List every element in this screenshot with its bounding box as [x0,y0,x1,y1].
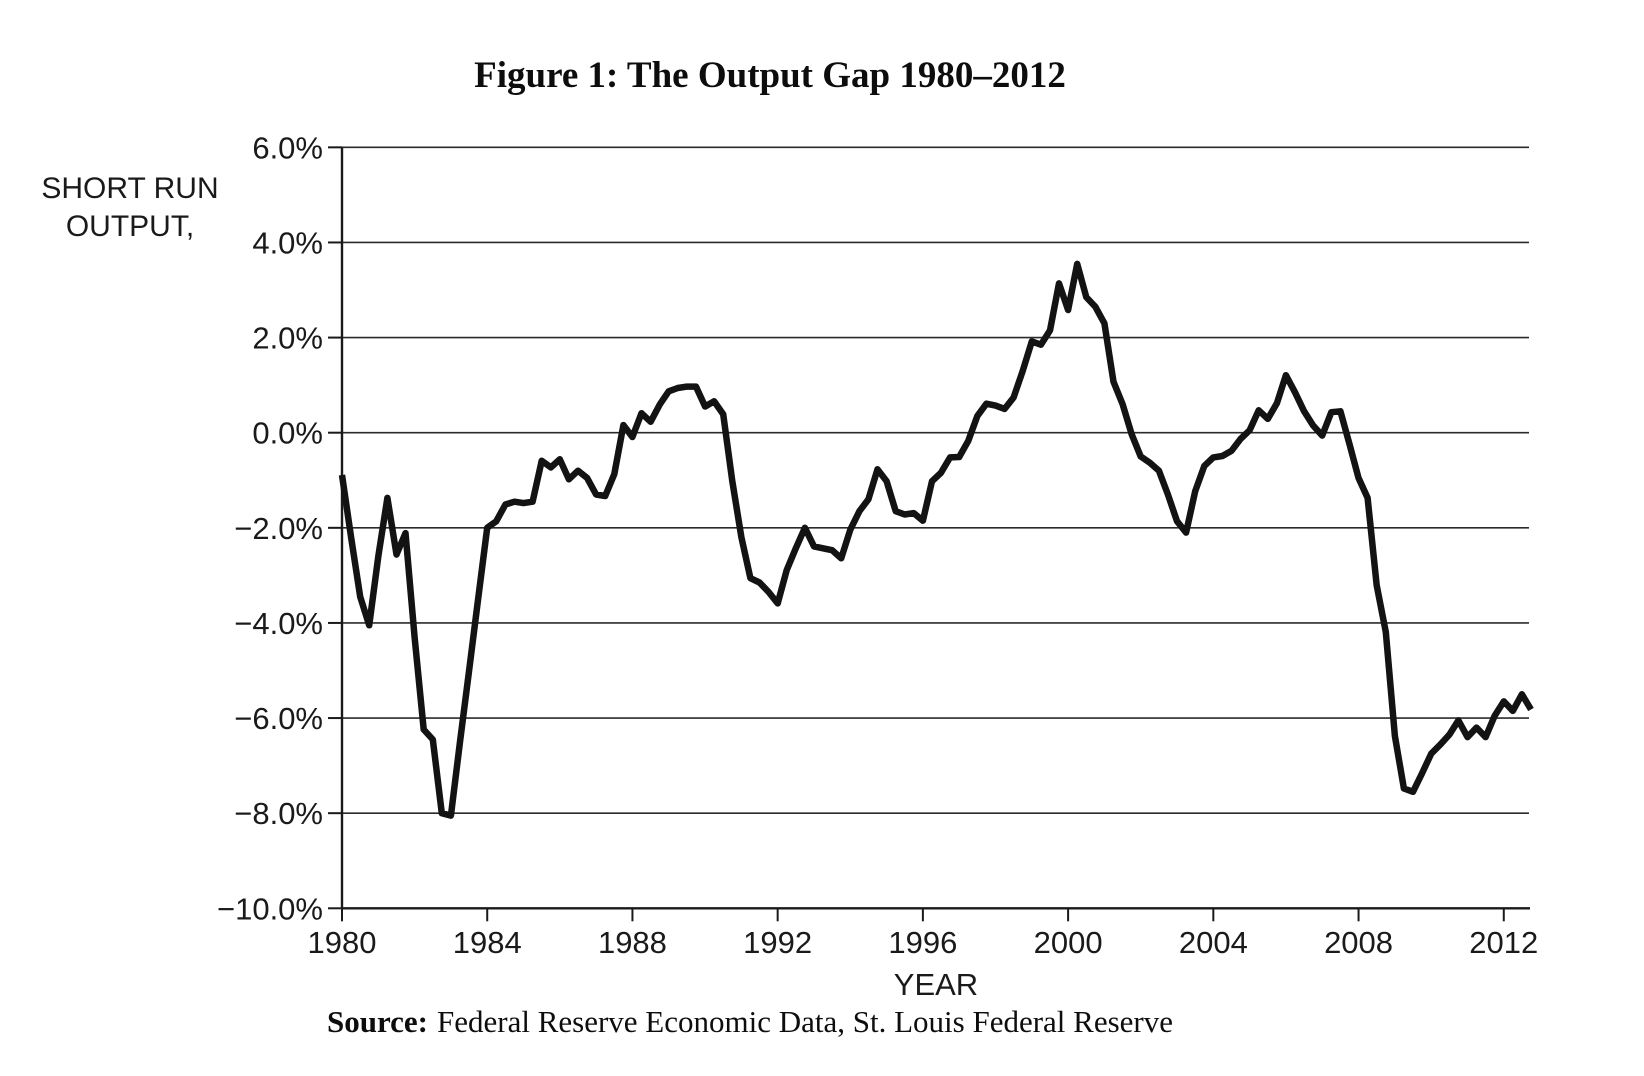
y-tick-label: 4.0% [252,225,323,260]
y-tick-label: 6.0% [252,130,323,165]
y-tick-label: −6.0% [234,701,323,736]
y-tick-label: −4.0% [234,606,323,641]
y-tick-labels: 6.0% 4.0% 2.0% 0.0% −2.0% −4.0% −6.0% −8.0% −10.… [217,130,323,926]
x-axis-title: YEAR [894,967,978,1002]
y-tick-label: 0.0% [252,416,323,451]
x-tick-label: 1984 [453,925,522,960]
x-tick-label: 1992 [743,925,812,960]
x-tick-label: 2008 [1324,925,1393,960]
y-tick-label: −2.0% [234,511,323,546]
y-axis-title-line2: OUTPUT, [65,210,195,243]
source-label: Source: [326,1004,428,1039]
x-tick-labels: 1980 1984 1988 1992 1996 2000 2004 2008 2012 [308,925,1539,960]
source-note: Source: Federal Reserve Economic Data, St… [0,1004,1500,1040]
y-axis-title: SHORT RUN OUTPUT, [28,170,232,246]
y-tick-label: 2.0% [252,321,323,356]
gridlines [342,146,1529,814]
output-gap-series-line [338,260,1534,819]
x-tick-label: 1996 [888,925,957,960]
x-tick-label: 1980 [308,925,377,960]
y-tick-label: −8.0% [234,796,323,831]
y-axis-title-line1: SHORT RUN [41,172,219,205]
y-tick-label: −10.0% [217,891,323,926]
x-tick-label: 2000 [1034,925,1103,960]
figure-title: Figure 1: The Output Gap 1980–2012 [474,55,1066,96]
source-text: Federal Reserve Economic Data, St. Louis… [437,1004,1174,1039]
x-tick-label: 2012 [1469,925,1538,960]
x-tick-label: 2004 [1179,925,1248,960]
tick-marks [328,146,1505,922]
x-tick-label: 1988 [598,925,667,960]
